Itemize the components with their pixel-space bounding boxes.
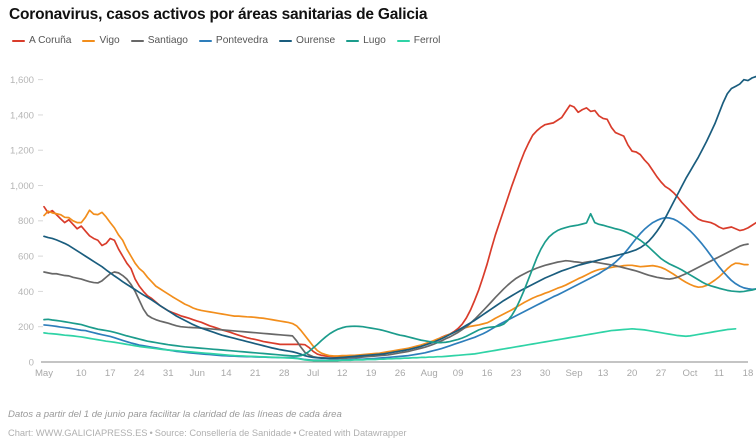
legend-item-vigo[interactable]: Vigo xyxy=(82,35,120,46)
credit-source: Source: Consellería de Sanidade xyxy=(154,428,292,438)
credit-tool: Created with Datawrapper xyxy=(298,428,407,438)
legend-label: Lugo xyxy=(363,35,386,46)
x-tick-label: 17 xyxy=(105,368,116,379)
x-tick-label: 28 xyxy=(279,368,290,379)
legend-label: A Coruña xyxy=(29,35,72,46)
y-tick-label: 1,600 xyxy=(10,75,34,86)
x-tick-label: Oct xyxy=(683,368,698,379)
x-tick-label: 14 xyxy=(221,368,232,379)
y-tick-label: 400 xyxy=(18,287,34,298)
series-line-pontevedra[interactable] xyxy=(43,216,756,362)
legend-item-pontevedra[interactable]: Pontevedra xyxy=(198,35,269,46)
series-line-ourense[interactable] xyxy=(43,75,756,359)
x-tick-label: Jul xyxy=(307,368,319,379)
x-tick-label: 09 xyxy=(453,368,464,379)
x-tick-label: 10 xyxy=(76,368,87,379)
x-tick-label: May xyxy=(35,368,53,379)
line-chart-svg: 0 200 400 600 800 1,000 1,200 1,400 1,600 May 10 17… xyxy=(10,75,756,379)
x-tick-label: 23 xyxy=(511,368,522,379)
legend-swatch-icon xyxy=(198,39,212,43)
y-tick-label: 800 xyxy=(18,216,34,227)
y-tick-label: 1,000 xyxy=(10,181,34,192)
x-tick-label: 11 xyxy=(714,368,724,379)
legend-swatch-icon xyxy=(130,39,144,43)
y-tick-label: 0 xyxy=(29,357,34,368)
x-tick-label: Aug xyxy=(421,368,438,379)
x-tick-label: 31 xyxy=(163,368,174,379)
legend-swatch-icon xyxy=(12,39,25,43)
chart-plot-area: 0 200 400 600 800 1,000 1,200 1,400 1,600 May 10 17… xyxy=(0,52,756,392)
legend-item-ourense[interactable]: Ourense xyxy=(279,35,336,46)
legend-swatch-icon xyxy=(279,39,293,43)
credit-separator-1: • xyxy=(149,428,153,438)
y-tick-label: 1,400 xyxy=(10,110,34,121)
y-tick-label: 1,200 xyxy=(10,146,34,157)
series-line-lugo[interactable] xyxy=(43,212,756,357)
credit-chart: Chart: WWW.GALICIAPRESS.ES xyxy=(8,428,148,438)
legend-item-lugo[interactable]: Lugo xyxy=(346,35,386,46)
chart-note: Datos a partir del 1 de junio para facil… xyxy=(8,409,342,420)
x-tick-label: 19 xyxy=(366,368,377,379)
x-tick-label: 26 xyxy=(395,368,406,379)
x-tick-label: 13 xyxy=(598,368,609,379)
x-tick-label: 18 xyxy=(743,368,754,379)
x-tick-label: 27 xyxy=(656,368,667,379)
series-line-santiago[interactable] xyxy=(43,243,749,360)
series-line-ferrol[interactable] xyxy=(43,327,737,362)
legend-item-a-coruña[interactable]: A Coruña xyxy=(12,35,72,46)
legend-item-ferrol[interactable]: Ferrol xyxy=(396,35,441,46)
x-tick-label: 20 xyxy=(627,368,638,379)
legend-swatch-icon xyxy=(346,39,360,43)
chart-legend: A Coruña Vigo Santiago Pontevedra Ourense Lug… xyxy=(12,35,441,46)
chart-credit-line: Chart: WWW.GALICIAPRESS.ES • Source: Conse… xyxy=(8,428,406,438)
legend-label: Vigo xyxy=(99,35,120,46)
legend-label: Ourense xyxy=(296,35,336,46)
credit-separator-2: • xyxy=(293,428,297,438)
y-tick-label: 600 xyxy=(18,252,34,263)
x-tick-label: 30 xyxy=(540,368,551,379)
series-line-vigo[interactable] xyxy=(43,209,749,357)
series-line-a-coruña[interactable] xyxy=(43,104,756,358)
legend-swatch-icon xyxy=(82,39,96,43)
y-tick-label: 200 xyxy=(18,322,34,333)
x-tick-label: Jun xyxy=(189,368,204,379)
legend-label: Pontevedra xyxy=(215,35,269,46)
x-tick-label: 24 xyxy=(134,368,145,379)
legend-label: Santiago xyxy=(147,35,188,46)
x-tick-label: Sep xyxy=(566,368,583,379)
page-title: Coronavirus, casos activos por áreas san… xyxy=(9,6,428,23)
x-tick-label: 12 xyxy=(337,368,348,379)
legend-swatch-icon xyxy=(396,39,410,43)
x-tick-label: 16 xyxy=(482,368,493,379)
legend-item-santiago[interactable]: Santiago xyxy=(130,35,188,46)
legend-label: Ferrol xyxy=(413,35,441,46)
x-tick-label: 21 xyxy=(250,368,261,379)
